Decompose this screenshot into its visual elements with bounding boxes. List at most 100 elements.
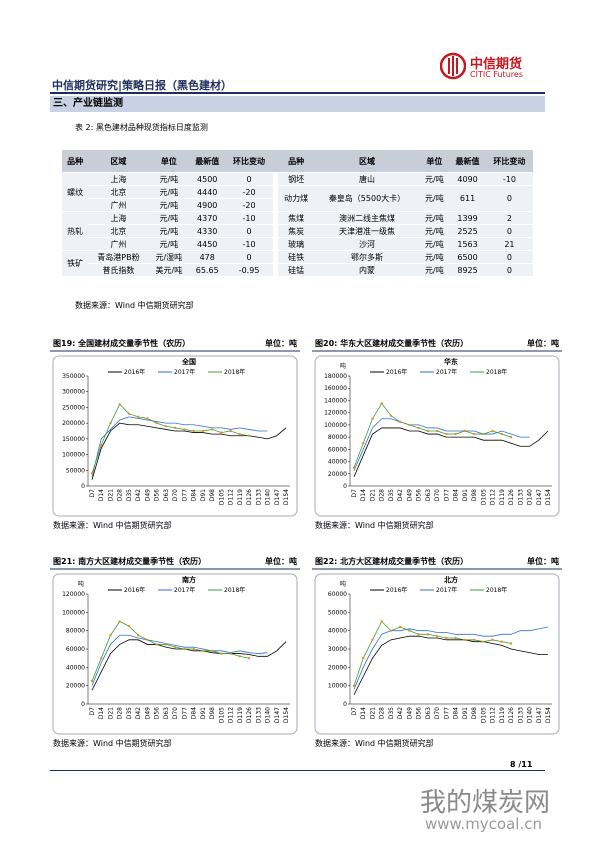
- marker: [201, 429, 205, 433]
- cell: 元/湿吨: [148, 250, 189, 264]
- marker: [238, 655, 242, 658]
- x-tick-label: D42: [397, 707, 404, 719]
- y-tick-label: 0: [81, 701, 85, 708]
- legend-label: 2018年: [224, 368, 245, 376]
- legend-label: 2017年: [174, 586, 195, 594]
- header-cell: 最新值: [449, 150, 486, 173]
- cell: 1563: [449, 237, 486, 251]
- marker: [454, 636, 457, 640]
- x-tick-label: D14: [98, 489, 105, 501]
- y-tick-label: 180000: [324, 373, 347, 380]
- cell: 钢坯: [277, 172, 315, 186]
- y-tick-label: 200000: [62, 420, 85, 427]
- x-tick-label: D7: [351, 489, 358, 498]
- line: [91, 620, 250, 682]
- header-row: 品种 区域 单位 最新值 环比变动 品种 区域 单位 最新值 环比变动: [62, 150, 533, 173]
- y-tick-label: 60000: [328, 446, 347, 453]
- chart-unit: 单位：吨: [527, 556, 559, 566]
- cell: 0: [485, 263, 533, 277]
- table-row: 热轧 上海 元/吨 4370 -10 焦煤 澳洲二线主焦煤 元/吨 1399 2: [62, 211, 533, 251]
- cell: 天津港准一级焦: [314, 224, 420, 238]
- x-tick-label: D49: [144, 707, 151, 719]
- gap: [272, 224, 278, 238]
- cell: 广州: [88, 198, 149, 212]
- cell: 青岛港PB粉: [88, 250, 149, 264]
- header-cell: 区域: [314, 150, 420, 173]
- cell: 6500: [449, 250, 486, 264]
- gap: [272, 211, 278, 225]
- marker: [100, 443, 103, 447]
- legend-label: 2016年: [124, 368, 145, 376]
- y-tick-label: 60000: [328, 591, 347, 598]
- cell: 4370: [188, 211, 226, 225]
- marker: [155, 643, 158, 646]
- x-tick-label: D84: [191, 489, 198, 501]
- marker: [220, 652, 223, 655]
- cell: 1399: [449, 211, 486, 225]
- marker: [90, 679, 94, 683]
- x-tick-label: D119: [237, 707, 244, 723]
- cell: 元/吨: [419, 237, 450, 251]
- marker: [491, 429, 494, 433]
- y-tick-label: 20000: [328, 471, 347, 478]
- spot-table: 品种 区域 单位 最新值 环比变动 品种 区域 单位 最新值 环比变动 螺纹 上海 元/吨 4500 0 钢坯…: [62, 150, 533, 277]
- y-tick-label: 20000: [328, 664, 347, 671]
- table-row: 螺纹 上海 元/吨 4500 0 钢坯 唐山 元/吨 4090 -10: [62, 172, 533, 212]
- cell: 2525: [449, 224, 486, 238]
- cell: 4440: [188, 185, 226, 199]
- chart-unit: 单位：吨: [265, 556, 297, 566]
- x-tick-label: D126: [508, 707, 515, 723]
- x-tick-label: D28: [379, 489, 386, 501]
- marker: [408, 629, 411, 632]
- plot-bg: [314, 573, 560, 735]
- cell: 美元/吨: [148, 263, 189, 277]
- logo-cn: 中信期货: [470, 57, 523, 72]
- marker: [173, 645, 177, 649]
- x-tick-label: D112: [490, 707, 497, 723]
- header-cell: 环比变动: [485, 150, 533, 173]
- x-tick-label: D42: [135, 707, 142, 719]
- marker: [482, 432, 485, 436]
- x-tick-label: D140: [527, 489, 534, 505]
- marker: [90, 472, 94, 475]
- marker: [136, 634, 140, 637]
- marker: [509, 642, 513, 645]
- cell: 沙河: [314, 237, 420, 251]
- cell: 0: [225, 250, 273, 264]
- marker: [136, 415, 140, 419]
- cell: 北京: [88, 185, 149, 199]
- x-tick-label: D7: [351, 707, 358, 716]
- x-tick-label: D77: [181, 489, 188, 501]
- x-tick-label: D133: [255, 489, 262, 505]
- x-tick-label: D119: [237, 489, 244, 505]
- x-tick-label: D28: [117, 707, 124, 719]
- marker: [192, 429, 195, 433]
- cell: 元/吨: [419, 211, 450, 225]
- header-cell: 品种: [62, 150, 89, 173]
- x-tick-label: D49: [144, 489, 151, 501]
- marker: [183, 428, 186, 431]
- chart-title: 图19: 全国建材成交量季节性（农历）: [53, 338, 190, 348]
- marker: [109, 634, 112, 637]
- x-tick-label: D21: [107, 707, 114, 719]
- chart-title: 图22: 北方大区建材成交量季节性（农历）: [315, 556, 468, 566]
- x-tick-label: D98: [471, 489, 478, 501]
- marker: [472, 432, 476, 436]
- x-tick-label: D119: [499, 707, 506, 723]
- x-tick-label: D133: [517, 489, 524, 505]
- cell: 元/吨: [148, 198, 189, 212]
- y-tick-label: 300000: [62, 389, 85, 396]
- cell: 唐山: [314, 172, 420, 186]
- x-tick-label: D154: [283, 489, 290, 505]
- x-tick-label: D49: [406, 489, 413, 501]
- cell: -10: [225, 211, 273, 225]
- chart-subtitle: 北方: [444, 575, 458, 584]
- marker: [155, 421, 158, 425]
- legend-label: 2016年: [124, 586, 145, 594]
- chart-subtitle: 南方: [182, 575, 196, 584]
- gap: [272, 263, 278, 277]
- cell: 4090: [449, 172, 486, 186]
- x-tick-label: D21: [107, 489, 114, 501]
- y-tick-label: 40000: [66, 664, 85, 671]
- line: [353, 626, 549, 690]
